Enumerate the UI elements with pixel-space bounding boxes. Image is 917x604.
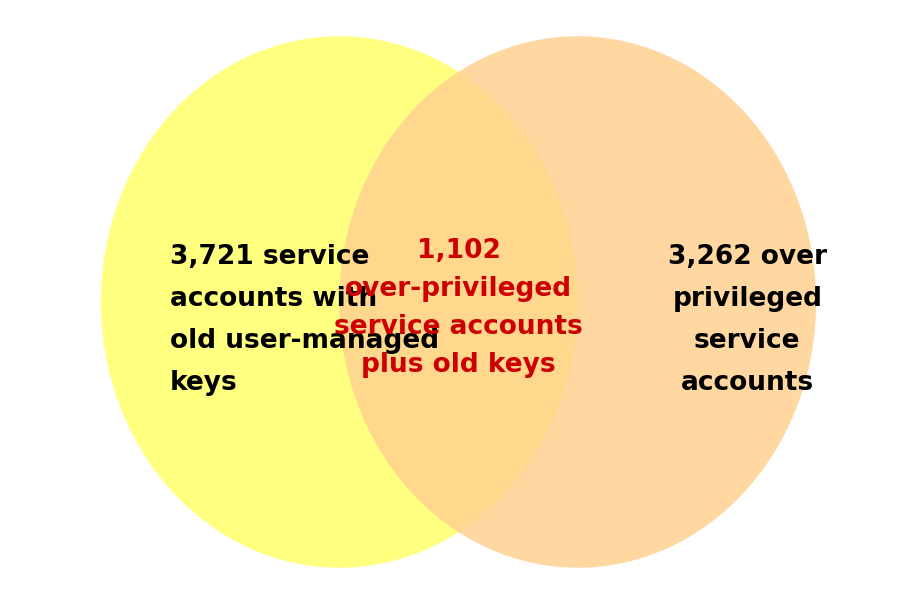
Text: 1,102
over-privileged
service accounts
plus old keys: 1,102 over-privileged service accounts p… <box>334 238 583 378</box>
Ellipse shape <box>339 36 816 568</box>
Text: 3,262 over
privileged
service
accounts: 3,262 over privileged service accounts <box>668 244 827 396</box>
Ellipse shape <box>101 36 578 568</box>
Text: 3,721 service
accounts with
old user-managed
keys: 3,721 service accounts with old user-man… <box>170 244 438 396</box>
